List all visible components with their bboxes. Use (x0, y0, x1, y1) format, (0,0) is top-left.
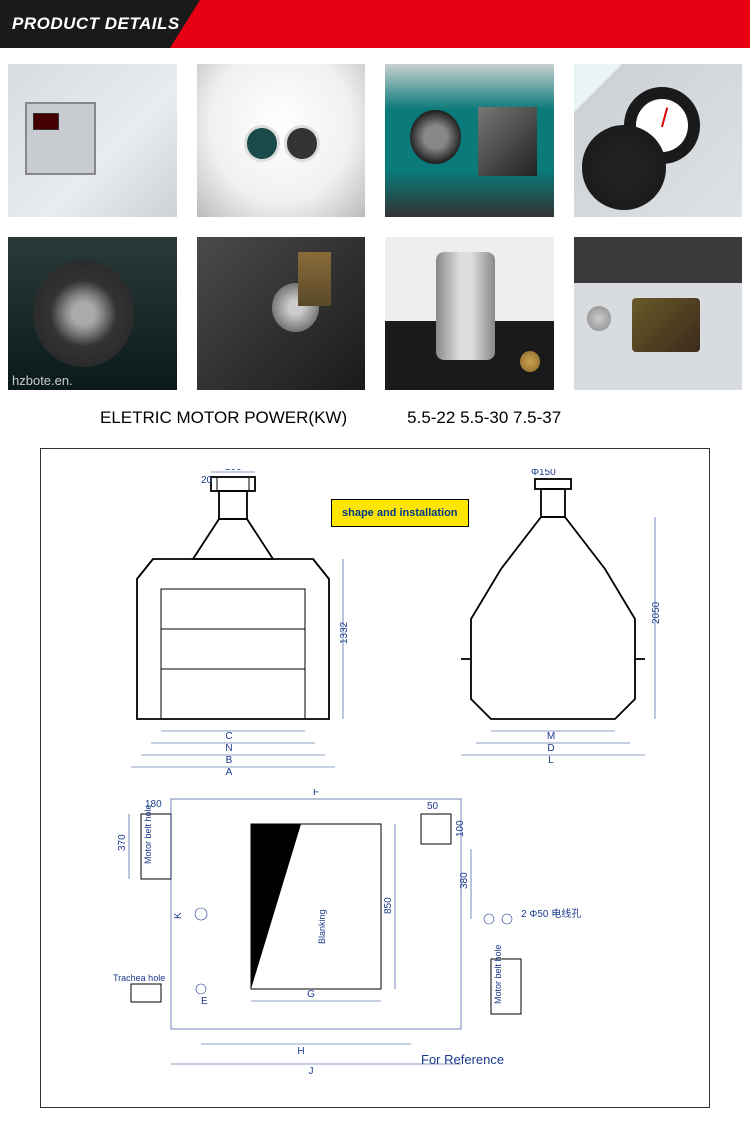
svg-text:380: 380 (459, 872, 470, 889)
svg-text:50: 50 (427, 801, 439, 812)
svg-text:Motor belt hole: Motor belt hole (493, 945, 503, 1005)
svg-text:180: 180 (145, 799, 162, 810)
svg-text:For Reference: For Reference (421, 1052, 504, 1067)
watermark: hzbote.en. (12, 373, 73, 388)
svg-text:100: 100 (455, 820, 466, 837)
svg-text:Motor belt hole: Motor belt hole (143, 805, 153, 865)
spec-value: 5.5-22 5.5-30 7.5-37 (407, 408, 561, 428)
svg-text:2050: 2050 (651, 602, 662, 625)
svg-text:M: M (547, 731, 555, 742)
svg-text:L: L (548, 755, 554, 766)
thumb-pulley: hzbote.en. (8, 237, 177, 390)
svg-text:1332: 1332 (339, 622, 350, 645)
svg-text:B: B (226, 755, 233, 766)
plan-view: Motor belt hole 180 370 F Blanking 850 5… (111, 789, 651, 1099)
svg-text:H: H (297, 1046, 304, 1057)
thumb-housing-holes (197, 64, 366, 217)
svg-text:20: 20 (201, 475, 213, 486)
svg-text:C: C (225, 731, 232, 742)
svg-text:A: A (226, 767, 233, 778)
svg-text:Blanking: Blanking (317, 910, 327, 945)
svg-text:J: J (309, 1066, 314, 1077)
svg-text:200: 200 (225, 469, 242, 473)
spec-label: ELETRIC MOTOR POWER(KW) (100, 408, 347, 428)
svg-text:K: K (173, 912, 184, 919)
svg-text:G: G (307, 989, 315, 1000)
svg-text:F: F (313, 789, 319, 798)
header-title: PRODUCT DETAILS (12, 14, 180, 34)
svg-text:Φ150: Φ150 (531, 469, 556, 478)
thumb-shaft (385, 237, 554, 390)
thumb-mechanism (574, 237, 743, 390)
section-header: PRODUCT DETAILS (0, 0, 750, 48)
svg-text:370: 370 (117, 834, 128, 851)
svg-text:N: N (225, 743, 232, 754)
svg-text:Trachea hole: Trachea hole (113, 973, 165, 983)
thumb-machine-interior (385, 64, 554, 217)
technical-diagram: shape and installation 200 20 1332 C N B (40, 448, 710, 1108)
svg-text:D: D (547, 743, 554, 754)
svg-text:850: 850 (383, 897, 394, 914)
side-view: Φ150 2050 M D L (431, 469, 681, 779)
thumb-control-panel (8, 64, 177, 217)
thumb-gears (197, 237, 366, 390)
thumb-gauge (574, 64, 743, 217)
spec-row: ELETRIC MOTOR POWER(KW) 5.5-22 5.5-30 7.… (0, 402, 750, 434)
svg-text:E: E (201, 996, 208, 1007)
product-gallery: hzbote.en. (0, 48, 750, 402)
front-view: 200 20 1332 C N B A (101, 469, 361, 779)
svg-text:2 Φ50 电线孔: 2 Φ50 电线孔 (521, 907, 581, 920)
